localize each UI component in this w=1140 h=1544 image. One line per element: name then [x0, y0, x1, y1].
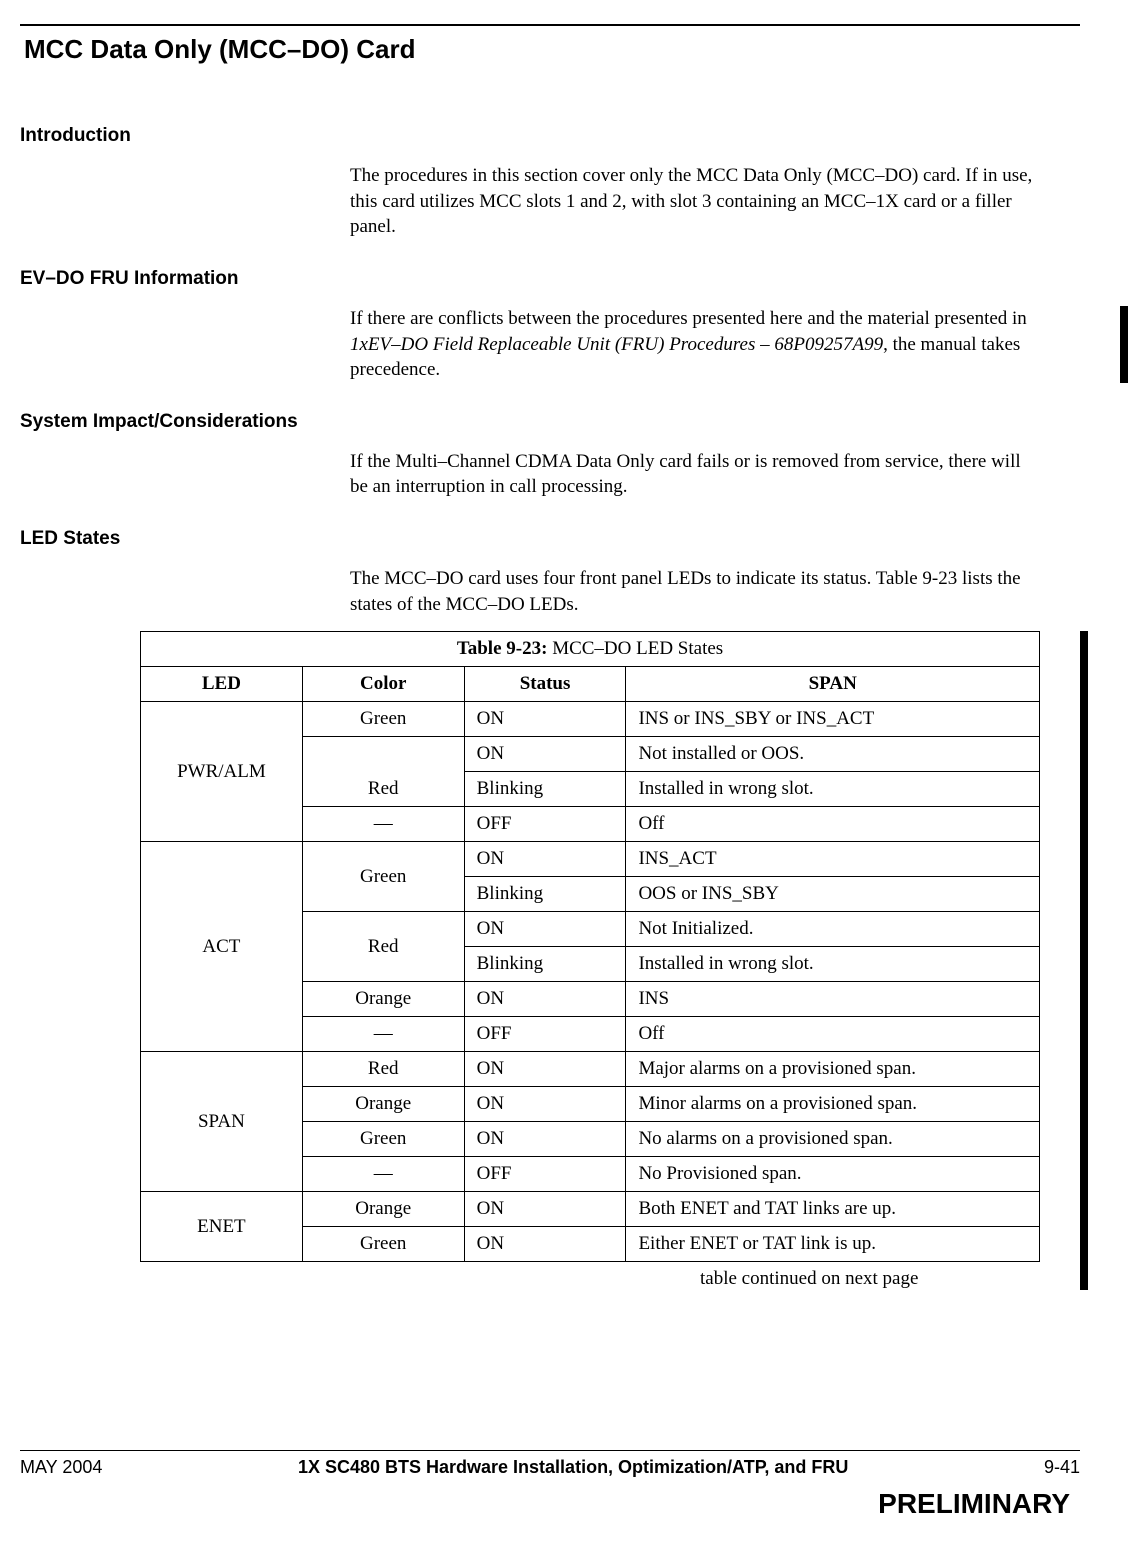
- cell-span: No alarms on a provisioned span.: [626, 1122, 1040, 1157]
- cell-status: ON: [464, 1087, 626, 1122]
- cell-span: Minor alarms on a provisioned span.: [626, 1087, 1040, 1122]
- cell-status: ON: [464, 982, 626, 1017]
- cell-span: No Provisioned span.: [626, 1157, 1040, 1192]
- heading-led: LED States: [20, 528, 1080, 550]
- caption-rest: MCC–DO LED States: [547, 638, 723, 659]
- top-rule: [20, 24, 1080, 26]
- table-row: SPANRedONMajor alarms on a provisioned s…: [141, 1052, 1040, 1087]
- cell-color: Green: [302, 1227, 464, 1262]
- cell-span: Installed in wrong slot.: [626, 947, 1040, 982]
- cell-color: —: [302, 807, 464, 842]
- cell-color: —: [302, 1017, 464, 1052]
- cell-span: Not installed or OOS.: [626, 737, 1040, 772]
- cell-span: Off: [626, 1017, 1040, 1052]
- th-led: LED: [141, 667, 303, 702]
- cell-span: Not Initialized.: [626, 912, 1040, 947]
- th-span: SPAN: [626, 667, 1040, 702]
- cell-color: Orange: [302, 1087, 464, 1122]
- cell-led: ENET: [141, 1192, 303, 1262]
- table-row: ENETOrangeONBoth ENET and TAT links are …: [141, 1192, 1040, 1227]
- table-row: ACTGreenONINS_ACT: [141, 842, 1040, 877]
- page-footer: MAY 2004 1X SC480 BTS Hardware Installat…: [20, 1450, 1080, 1520]
- cell-led: PWR/ALM: [141, 702, 303, 842]
- cell-status: ON: [464, 702, 626, 737]
- cell-status: ON: [464, 1192, 626, 1227]
- cell-color: Red: [302, 912, 464, 982]
- cell-status: Blinking: [464, 772, 626, 807]
- cell-color: Orange: [302, 1192, 464, 1227]
- cell-status: Blinking: [464, 877, 626, 912]
- cell-status: ON: [464, 912, 626, 947]
- cell-span: Either ENET or TAT link is up.: [626, 1227, 1040, 1262]
- cell-span: INS_ACT: [626, 842, 1040, 877]
- cell-status: ON: [464, 1227, 626, 1262]
- cell-color: Green: [302, 702, 464, 737]
- footer-page-number: 9-41: [1044, 1457, 1080, 1478]
- cell-status: ON: [464, 1052, 626, 1087]
- led-table-wrap: Table 9-23: MCC–DO LED States LED Color …: [140, 631, 1040, 1290]
- led-states-table: Table 9-23: MCC–DO LED States LED Color …: [140, 631, 1040, 1262]
- cell-span: Off: [626, 807, 1040, 842]
- heading-impact: System Impact/Considerations: [20, 411, 1080, 433]
- cell-led: SPAN: [141, 1052, 303, 1192]
- footer-doc-title: 1X SC480 BTS Hardware Installation, Opti…: [298, 1457, 848, 1478]
- caption-bold: Table 9-23:: [457, 638, 548, 659]
- footer-date: MAY 2004: [20, 1457, 102, 1478]
- footer-rule: [20, 1450, 1080, 1451]
- fru-text-italic: 1xEV–DO Field Replaceable Unit (FRU) Pro…: [350, 334, 883, 355]
- cell-status: Blinking: [464, 947, 626, 982]
- heading-introduction: Introduction: [20, 125, 1080, 147]
- impact-text: If the Multi–Channel CDMA Data Only card…: [350, 449, 1040, 500]
- intro-text: The procedures in this section cover onl…: [350, 163, 1040, 240]
- change-bar-icon: [1120, 306, 1128, 383]
- cell-color: Red: [302, 1052, 464, 1087]
- table-change-bar-icon: [1080, 631, 1088, 1290]
- th-color: Color: [302, 667, 464, 702]
- led-text: The MCC–DO card uses four front panel LE…: [350, 566, 1040, 617]
- fru-text: If there are conflicts between the proce…: [350, 306, 1040, 383]
- heading-fru: EV–DO FRU Information: [20, 268, 1080, 290]
- cell-span: Major alarms on a provisioned span.: [626, 1052, 1040, 1087]
- preliminary-label: PRELIMINARY: [20, 1488, 1070, 1520]
- table-caption: Table 9-23: MCC–DO LED States: [140, 631, 1040, 666]
- cell-span: INS or INS_SBY or INS_ACT: [626, 702, 1040, 737]
- cell-span: OOS or INS_SBY: [626, 877, 1040, 912]
- cell-status: OFF: [464, 1017, 626, 1052]
- cell-color: Green: [302, 842, 464, 912]
- cell-led: ACT: [141, 842, 303, 1052]
- cell-color: Orange: [302, 982, 464, 1017]
- cell-status: ON: [464, 842, 626, 877]
- cell-span: Installed in wrong slot.: [626, 772, 1040, 807]
- cell-status: OFF: [464, 807, 626, 842]
- fru-text-before: If there are conflicts between the proce…: [350, 308, 1027, 329]
- cell-color: Green: [302, 1122, 464, 1157]
- page-title: MCC Data Only (MCC–DO) Card: [24, 34, 1080, 65]
- table-continued-note: table continued on next page: [700, 1268, 1040, 1290]
- th-status: Status: [464, 667, 626, 702]
- table-header-row: LED Color Status SPAN: [141, 667, 1040, 702]
- cell-color: —: [302, 1157, 464, 1192]
- cell-span: INS: [626, 982, 1040, 1017]
- table-row: PWR/ALMGreenONINS or INS_SBY or INS_ACT: [141, 702, 1040, 737]
- cell-color: Red: [302, 737, 464, 807]
- cell-span: Both ENET and TAT links are up.: [626, 1192, 1040, 1227]
- cell-status: ON: [464, 737, 626, 772]
- cell-status: ON: [464, 1122, 626, 1157]
- cell-status: OFF: [464, 1157, 626, 1192]
